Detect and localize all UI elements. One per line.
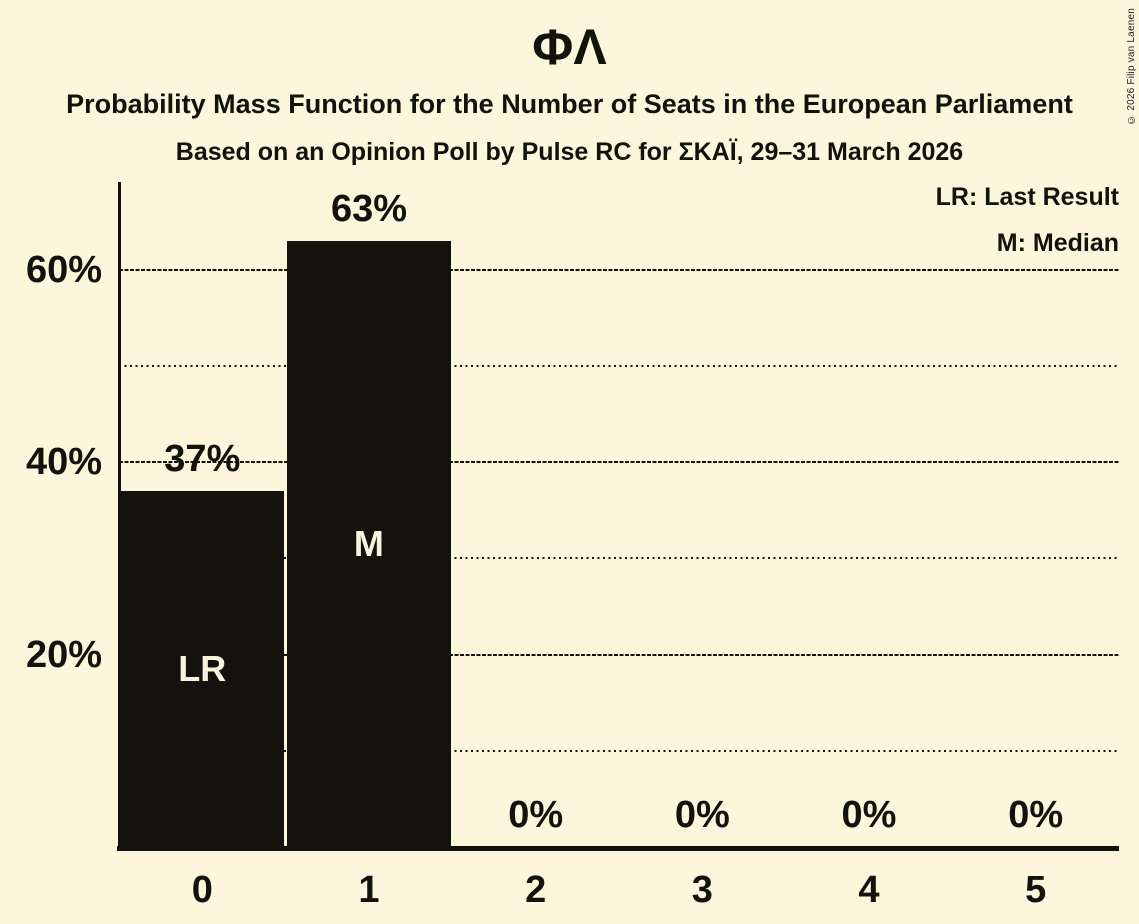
bar-value-label-seat-4: 0% [841, 794, 897, 836]
bar-value-label-seat-1: 63% [330, 188, 408, 231]
bar-value-label-seat-3: 0% [674, 794, 730, 836]
x-axis-label-seat-3: 3 [691, 869, 713, 911]
x-axis-label-seat-1: 1 [358, 869, 380, 911]
major-gridline-60 [119, 268, 1119, 271]
minor-gridline-30 [119, 557, 1119, 560]
legend-entry-last-result: LR: Last Result [935, 183, 1119, 211]
chart-title: ΦΛ [532, 19, 607, 75]
major-gridline-40 [119, 461, 1119, 464]
x-axis-label-seat-4: 4 [858, 869, 880, 911]
y-axis-label-40%: 40% [25, 441, 102, 484]
y-axis-line [118, 182, 121, 847]
minor-gridline-50 [119, 365, 1119, 368]
major-gridline-20 [119, 653, 1119, 656]
bar-value-label-seat-0: 37% [164, 438, 241, 481]
bar-value-label-seat-5: 0% [1008, 794, 1064, 836]
y-axis-label-60%: 60% [25, 248, 102, 291]
chart-subtitle: Probability Mass Function for the Number… [66, 89, 1073, 119]
bar-value-label-seat-2: 0% [508, 794, 564, 836]
bar-seat-0: LR [120, 491, 285, 848]
chart-source-line: Based on an Opinion Poll by Pulse RC for… [175, 138, 964, 166]
bar-annotation-lr: LR [178, 648, 227, 690]
y-axis-label-20%: 20% [25, 633, 102, 676]
bar-seat-1: M [286, 241, 451, 848]
x-axis-label-seat-0: 0 [191, 869, 213, 911]
x-axis-line [117, 846, 1119, 851]
legend-entry-median: M: Median [996, 229, 1119, 257]
minor-gridline-10 [119, 749, 1119, 752]
bar-annotation-m: M [353, 523, 384, 565]
chart-legend: LR: Last Result M: Median [936, 185, 1119, 277]
x-axis-label-seat-2: 2 [525, 869, 547, 911]
x-axis-label-seat-5: 5 [1025, 869, 1047, 911]
